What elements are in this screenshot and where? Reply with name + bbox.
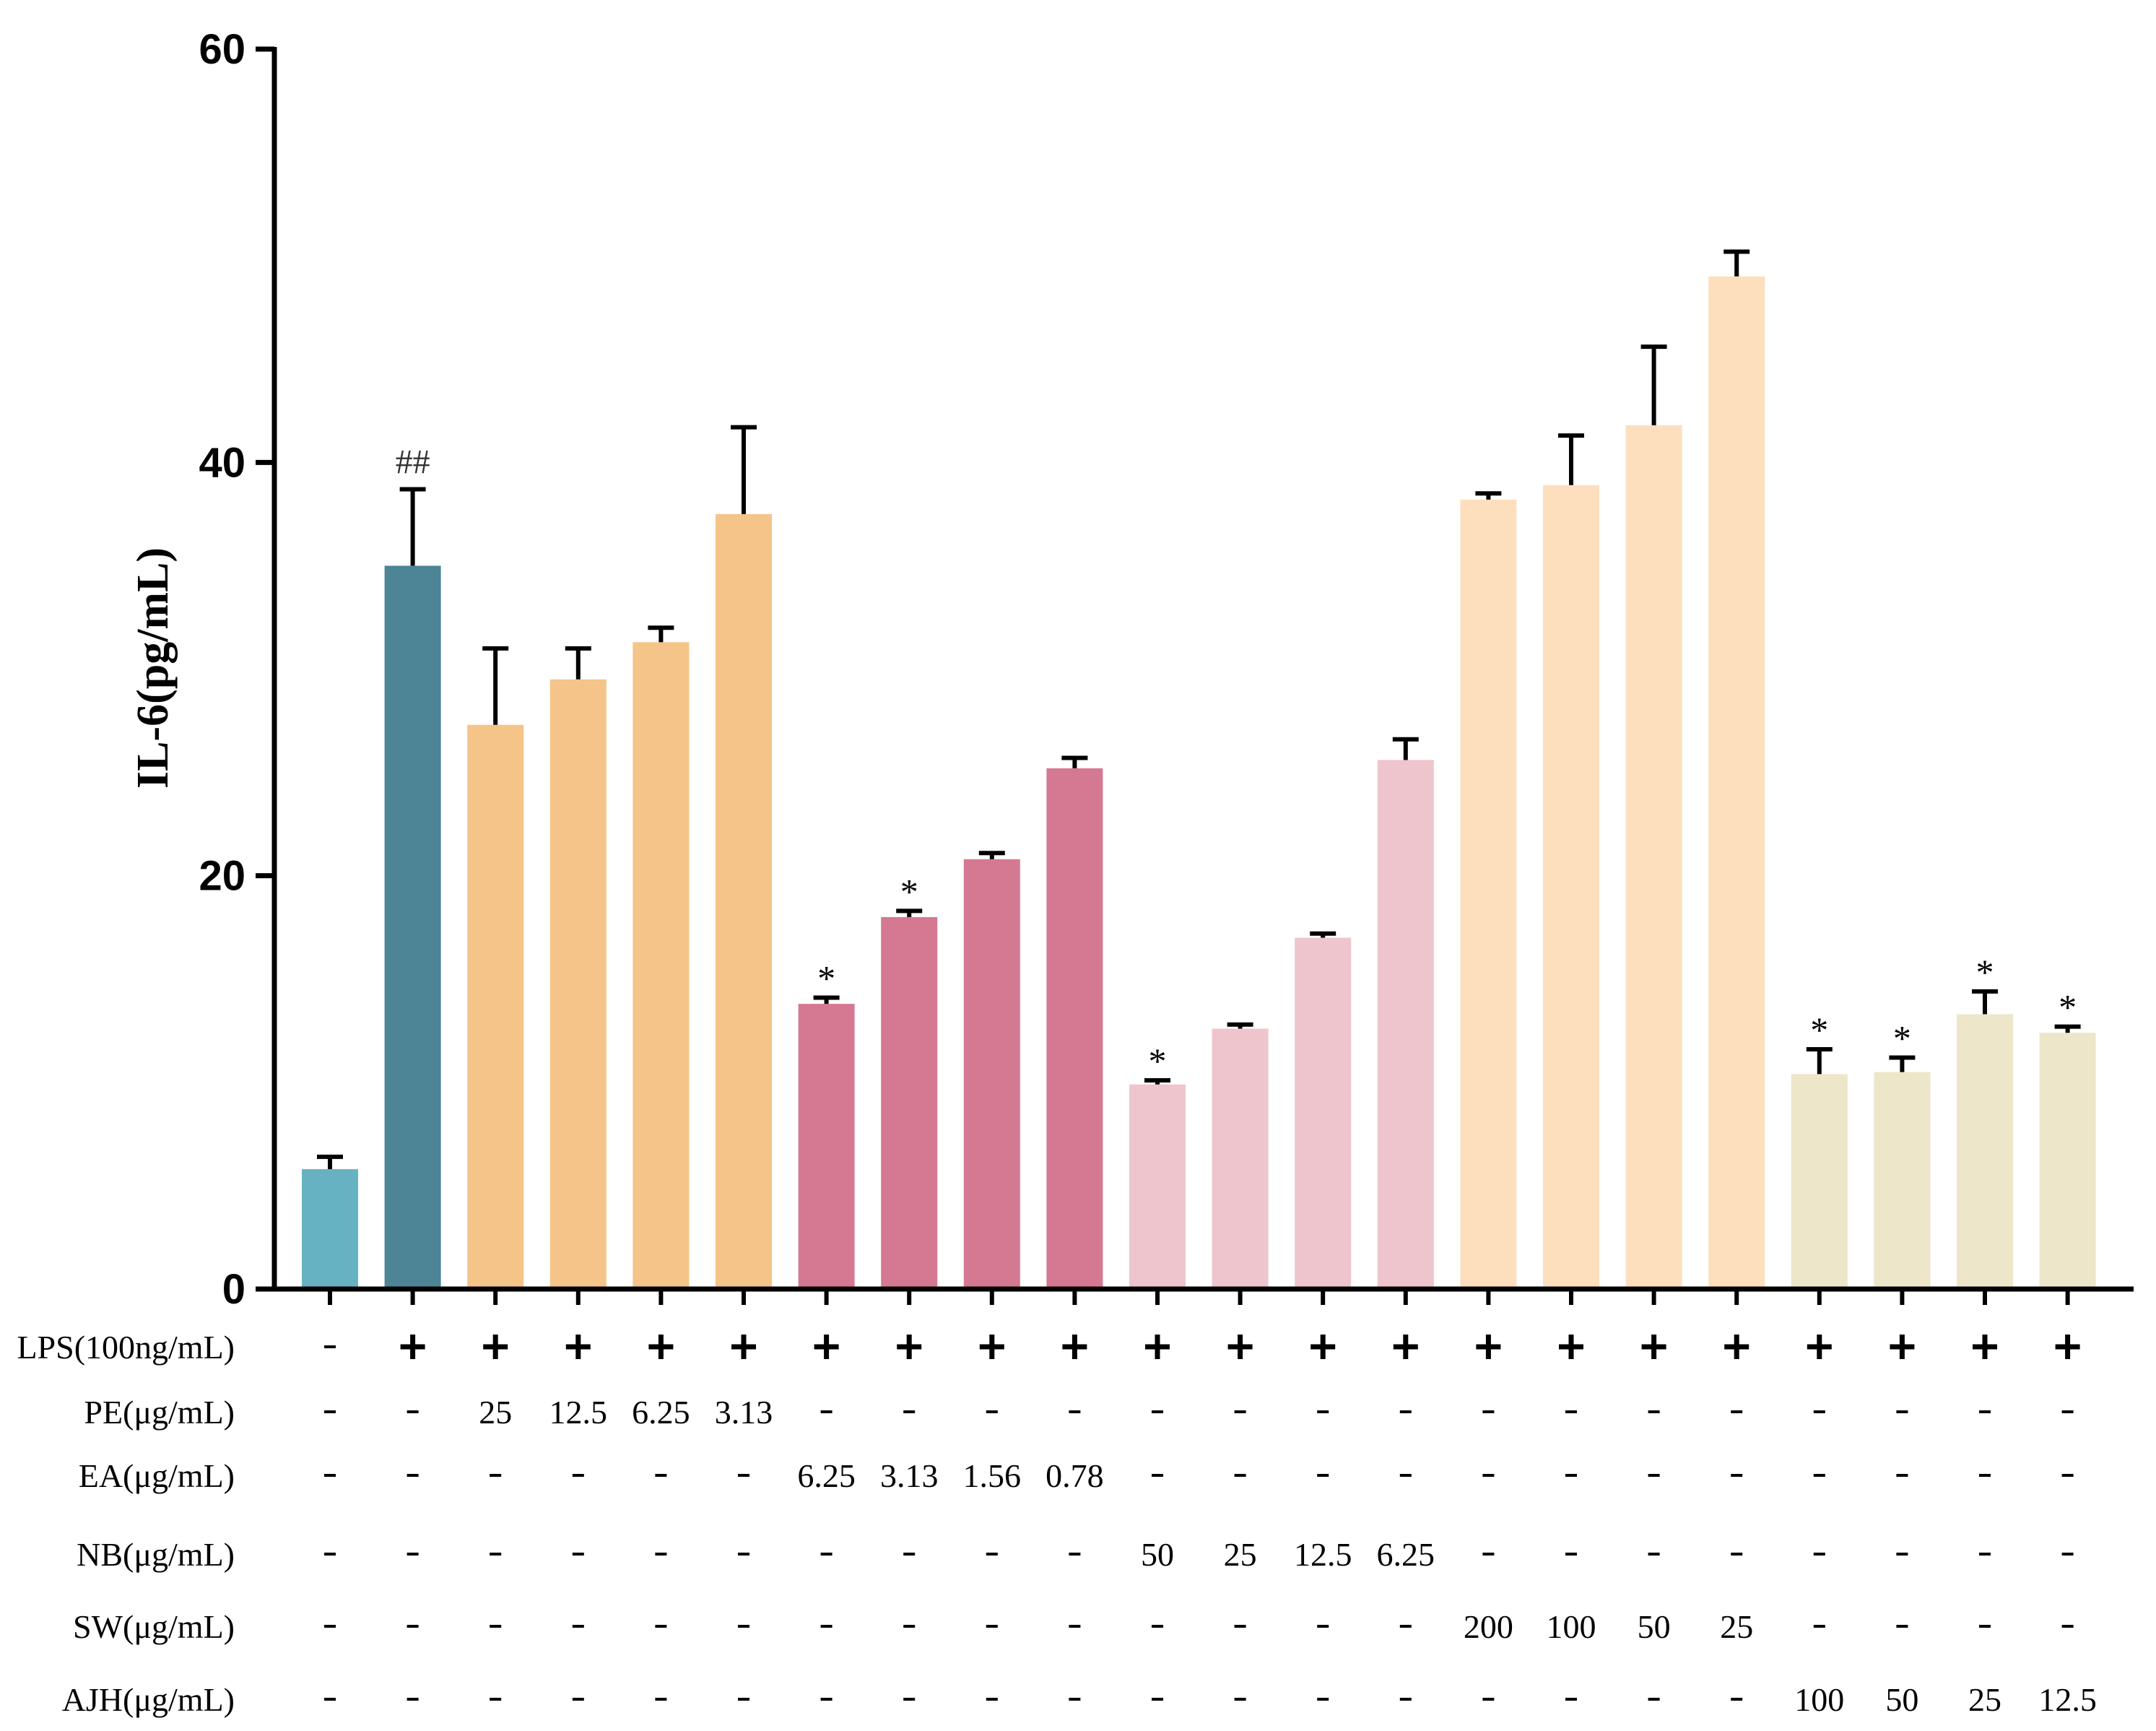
- axes-group: 0 20 40 60 IL-6(pg/mL): [129, 26, 2134, 1313]
- cell-r2-c3: 25: [479, 1394, 512, 1431]
- cell-r5-c15: 200: [1464, 1608, 1513, 1645]
- bar-22: [2039, 1033, 2096, 1289]
- annotation-22: *: [2059, 987, 2077, 1028]
- annotation-7: *: [817, 958, 835, 999]
- cell-r3-c9: 1.56: [963, 1457, 1022, 1494]
- bar-9: [963, 859, 1020, 1289]
- y-tick-label-40: 40: [199, 439, 245, 486]
- bar-7: [798, 1004, 855, 1289]
- cell-r6-c20: 50: [1885, 1681, 1918, 1718]
- treatment-table: LPS(100ng/mL) PE(μg/mL) 25 12.5 6.25 3.13 EA(μ…: [17, 1329, 2096, 1718]
- row-label-3: EA(μg/mL): [79, 1457, 235, 1494]
- annotation-8: *: [900, 871, 918, 911]
- annotation-2: ##: [396, 443, 430, 482]
- annotation-21: *: [1976, 952, 1994, 992]
- bar-14: [1377, 760, 1434, 1289]
- cell-r3-c8: 3.13: [880, 1457, 939, 1494]
- bar-10: [1046, 768, 1103, 1289]
- bar-20: [1874, 1072, 1931, 1289]
- cell-r4-c14: 6.25: [1377, 1536, 1435, 1573]
- bar-8: [881, 916, 938, 1289]
- cell-r3-c10: 0.78: [1046, 1457, 1104, 1494]
- bar-17: [1625, 425, 1682, 1290]
- cell-r2-c5: 6.25: [632, 1394, 690, 1431]
- cell-r4-c13: 12.5: [1294, 1536, 1352, 1573]
- bar-18: [1708, 276, 1765, 1289]
- bar-6: [716, 513, 772, 1289]
- error-bars-group: [317, 249, 2081, 1170]
- row-label-5: SW(μg/mL): [73, 1608, 235, 1645]
- cell-r5-c17: 50: [1638, 1608, 1671, 1645]
- cell-r5-c16: 100: [1547, 1608, 1596, 1645]
- y-tick-label-20: 20: [199, 853, 245, 900]
- bar-12: [1212, 1028, 1269, 1289]
- annotations-group: ## * * * * * * *: [396, 443, 2077, 1081]
- bar-19: [1791, 1074, 1848, 1289]
- cell-r6-c19: 100: [1794, 1681, 1844, 1718]
- bar-15: [1460, 499, 1517, 1290]
- cell-r2-c6: 3.13: [715, 1394, 773, 1431]
- cell-r5-c18: 25: [1720, 1608, 1753, 1645]
- y-tick-label-60: 60: [199, 26, 245, 73]
- bar-16: [1543, 485, 1599, 1289]
- bar-13: [1295, 937, 1352, 1289]
- cell-r3-c7: 6.25: [797, 1457, 856, 1494]
- cell-r6-c22: 12.5: [2038, 1681, 2097, 1718]
- bar-11: [1129, 1084, 1186, 1289]
- row-label-6: AJH(μg/mL): [62, 1681, 235, 1718]
- row-label-1: LPS(100ng/mL): [17, 1329, 235, 1366]
- cell-r2-c4: 12.5: [549, 1394, 608, 1431]
- y-axis-label: IL-6(pg/mL): [129, 547, 178, 789]
- row-label-4: NB(μg/mL): [77, 1536, 235, 1573]
- annotation-19: *: [1810, 1010, 1828, 1050]
- annotation-20: *: [1893, 1018, 1911, 1058]
- cell-r6-c21: 25: [1968, 1681, 2001, 1718]
- row-label-2: PE(μg/mL): [84, 1394, 235, 1431]
- bars-group: [302, 276, 2096, 1290]
- bar-2: [384, 565, 441, 1289]
- cell-r4-c11: 50: [1141, 1536, 1174, 1573]
- bar-1: [302, 1169, 358, 1289]
- cell-r4-c12: 25: [1224, 1536, 1257, 1573]
- y-tick-label-0: 0: [222, 1266, 245, 1313]
- bar-3: [467, 724, 524, 1289]
- bar-4: [549, 679, 607, 1289]
- bar-21: [1957, 1014, 2013, 1289]
- bar-5: [633, 642, 690, 1289]
- annotation-11: *: [1149, 1041, 1167, 1081]
